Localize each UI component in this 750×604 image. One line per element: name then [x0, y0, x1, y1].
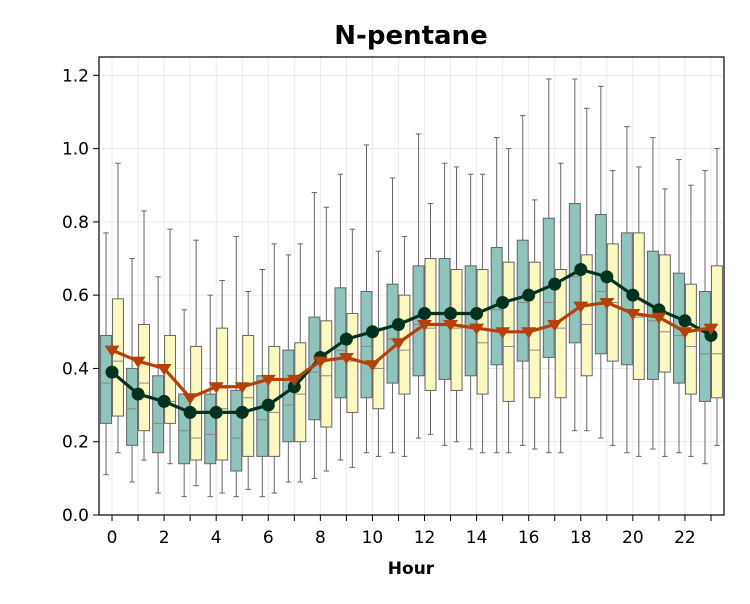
series-point-b — [469, 323, 485, 335]
x-tick-label: 20 — [622, 528, 644, 548]
y-tick-label: 1.2 — [62, 66, 89, 86]
box-b — [242, 334, 255, 457]
line-group — [104, 263, 719, 419]
box-b — [346, 312, 359, 413]
box-b — [138, 323, 150, 432]
x-tick-label: 12 — [414, 528, 436, 548]
series-point-b — [625, 308, 641, 321]
series-point-b — [651, 312, 667, 324]
series-point-b — [286, 374, 302, 387]
series-point-a — [574, 263, 588, 277]
series-point-a — [105, 365, 119, 379]
box-a — [360, 290, 373, 399]
series-point-a — [496, 295, 510, 309]
box-a — [386, 283, 399, 384]
series-point-a — [678, 314, 692, 328]
series-point-a — [235, 405, 249, 419]
series-point-b — [312, 356, 328, 368]
box-a — [100, 334, 113, 424]
x-tick-label: 4 — [211, 528, 222, 548]
series-point-b — [156, 363, 172, 376]
box-a — [464, 265, 477, 377]
series-point-a — [600, 270, 614, 284]
series-point-a — [339, 332, 353, 346]
plot-frame — [98, 56, 725, 516]
y-tick-label: 1.0 — [62, 140, 89, 160]
series-point-b — [521, 327, 537, 339]
box-b — [554, 269, 567, 399]
series-point-b — [677, 327, 693, 339]
y-tick-label: 0.4 — [62, 359, 89, 379]
series-point-a — [522, 288, 536, 302]
series-point-b — [234, 382, 250, 394]
series-point-a — [157, 394, 171, 408]
x-tick-label: 0 — [107, 528, 118, 548]
box-a — [126, 367, 139, 446]
series-point-a — [391, 317, 405, 331]
x-tick-label: 6 — [263, 528, 274, 548]
series-point-a — [470, 306, 484, 320]
x-tick-label: 16 — [518, 528, 540, 548]
series-point-a — [261, 398, 275, 412]
series-point-a — [287, 380, 301, 394]
x-tick-label: 2 — [159, 528, 170, 548]
box-b — [632, 232, 645, 380]
x-tick-label: 14 — [466, 528, 488, 548]
box-b — [190, 345, 203, 461]
y-tick-label: 0.2 — [62, 433, 89, 453]
box-a — [204, 393, 217, 465]
y-axis: 0.0 0.2 0.4 0.6 0.8 1.0 1.2 — [62, 66, 99, 526]
series-point-a — [548, 277, 562, 291]
series-point-b — [260, 374, 276, 387]
series-point-a — [444, 306, 458, 320]
series-point-a — [209, 405, 223, 419]
series-line-b — [111, 300, 712, 400]
box-b — [320, 320, 333, 428]
series-point-b — [208, 382, 224, 394]
box-a — [256, 375, 269, 457]
series-point-b — [573, 301, 589, 313]
box-b — [450, 269, 463, 391]
box-b — [112, 298, 124, 417]
series-point-b — [417, 319, 433, 332]
series-point-b — [364, 360, 380, 372]
x-tick-label: 18 — [570, 528, 592, 548]
box-a — [152, 375, 165, 454]
x-axis-label: Hour — [388, 559, 435, 579]
box-a — [699, 290, 711, 402]
box-a — [178, 393, 191, 465]
series-point-b — [338, 352, 354, 365]
series-point-b — [390, 338, 406, 350]
series-point-a — [626, 288, 640, 302]
x-tick-label: 10 — [362, 528, 384, 548]
x-tick-label: 22 — [674, 528, 696, 548]
series-point-b — [599, 297, 615, 310]
series-point-b — [547, 319, 563, 332]
box-a — [594, 214, 607, 355]
box-b — [580, 254, 593, 377]
box-a — [282, 349, 295, 443]
y-tick-label: 0.0 — [62, 506, 89, 526]
series-point-b — [495, 327, 511, 339]
series-point-b — [703, 323, 719, 335]
chart-title: N-pentane — [334, 21, 487, 51]
series-point-b — [443, 319, 459, 332]
series-point-b — [182, 393, 198, 405]
x-tick-label: 8 — [315, 528, 326, 548]
y-tick-label: 0.6 — [62, 286, 89, 306]
series-point-b — [104, 345, 120, 357]
box-b — [476, 269, 489, 395]
box-b — [684, 283, 697, 395]
box-a — [230, 389, 243, 472]
series-point-a — [131, 387, 145, 401]
series-point-a — [183, 405, 197, 419]
box-b — [216, 327, 229, 461]
series-point-a — [704, 328, 718, 342]
series-point-b — [130, 356, 146, 368]
series-point-a — [418, 306, 432, 320]
y-tick-label: 0.8 — [62, 213, 89, 233]
series-point-a — [365, 325, 379, 339]
x-axis: 0 2 4 6 8 10 12 14 16 18 20 22 — [107, 515, 712, 548]
